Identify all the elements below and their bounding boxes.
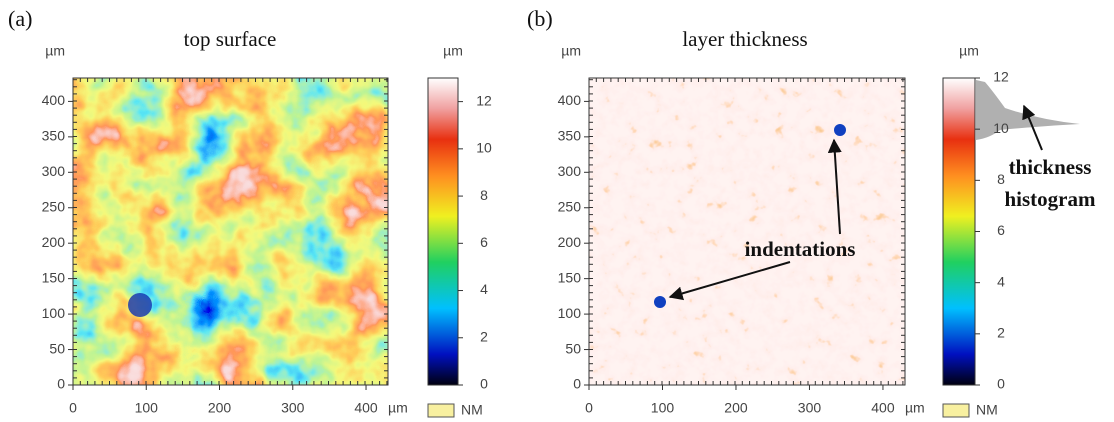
colorbar-tick-label: 2 [480, 328, 488, 344]
colorbar-tick-label: 4 [997, 273, 1005, 289]
nm-label: NM [461, 402, 483, 418]
y-tick-label: 250 [42, 198, 66, 214]
colorbar-tick-label: 0 [997, 376, 1005, 392]
y-tick-label: 150 [558, 269, 582, 285]
annotation: histogram [1005, 187, 1097, 211]
colorbar-unit: µm [443, 43, 463, 59]
y-tick-label: 0 [573, 376, 581, 392]
y-tick-label: 150 [42, 269, 66, 285]
y-tick-label: 200 [558, 234, 582, 250]
x-tick-label: 400 [354, 400, 378, 416]
colorbar-tick-label: 6 [997, 222, 1005, 238]
y-tick-label: 300 [42, 163, 66, 179]
plot-frame [72, 77, 389, 386]
y-tick-label: 300 [558, 163, 582, 179]
nm-label: NM [976, 402, 998, 418]
x-tick-label: 300 [281, 400, 305, 416]
colorbar-tick-label: 10 [993, 120, 1009, 136]
colorbar-tick-label: 6 [480, 234, 488, 250]
colorbar [427, 77, 459, 386]
nm-swatch [427, 403, 455, 418]
feature [128, 293, 152, 317]
colorbar-tick-label: 8 [997, 171, 1005, 187]
feature [834, 124, 846, 136]
y-tick-label: 50 [565, 340, 581, 356]
x-tick-label: 300 [798, 400, 822, 416]
chart-title: top surface [184, 27, 277, 51]
y-unit: µm [45, 43, 65, 59]
arrow [1022, 104, 1043, 151]
y-tick-label: 350 [42, 128, 66, 144]
arrow [668, 261, 791, 301]
panel-label: (b) [527, 6, 553, 31]
y-unit: µm [561, 43, 581, 59]
colorbar-unit: µm [959, 43, 979, 59]
panel-label: (a) [8, 6, 32, 31]
y-tick-label: 100 [558, 305, 582, 321]
histogram-shape [976, 80, 1080, 140]
colorbar-tick-label: 12 [476, 92, 492, 108]
colorbar-tick-label: 0 [480, 376, 488, 392]
x-tick-label: 200 [724, 400, 748, 416]
y-tick-label: 200 [42, 234, 66, 250]
colorbar-tick-label: 2 [997, 325, 1005, 341]
heatmap-image [73, 78, 388, 385]
annotation: thickness [1009, 155, 1092, 179]
x-unit: µm [905, 400, 925, 416]
y-tick-label: 250 [558, 198, 582, 214]
colorbar [942, 77, 976, 386]
colorbar-tick-label: 10 [476, 140, 492, 156]
colorbar-tick-label: 4 [480, 281, 488, 297]
arrow [827, 138, 842, 235]
x-tick-label: 200 [208, 400, 232, 416]
colorbar-tick-label: 8 [480, 187, 488, 203]
feature [654, 296, 666, 308]
x-tick-label: 0 [69, 400, 77, 416]
x-tick-label: 0 [585, 400, 593, 416]
y-tick-label: 100 [42, 305, 66, 321]
x-tick-label: 100 [135, 400, 159, 416]
heatmap-image [589, 78, 905, 385]
y-tick-label: 50 [49, 340, 65, 356]
decorations [73, 78, 1080, 385]
chart-title: layer thickness [682, 27, 807, 51]
y-tick-label: 400 [558, 92, 582, 108]
y-tick-label: 400 [42, 92, 66, 108]
nm-swatch [942, 403, 970, 418]
x-tick-label: 100 [651, 400, 675, 416]
plot-frame [588, 77, 906, 386]
y-tick-label: 0 [57, 376, 65, 392]
annotation: indentations [745, 237, 856, 261]
x-tick-label: 400 [871, 400, 895, 416]
colorbar-tick-label: 12 [993, 69, 1009, 85]
x-unit: µm [388, 400, 408, 416]
y-tick-label: 350 [558, 128, 582, 144]
